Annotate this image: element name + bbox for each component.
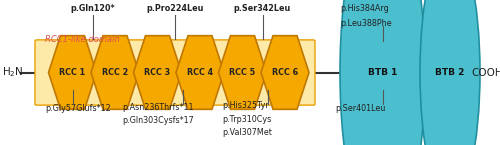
Polygon shape bbox=[48, 36, 96, 109]
Text: p.Gln303Cysfs*17: p.Gln303Cysfs*17 bbox=[122, 116, 194, 125]
FancyBboxPatch shape bbox=[35, 40, 315, 105]
Text: p.Trp310Cys: p.Trp310Cys bbox=[222, 115, 272, 124]
Text: p.Asn236Thrfs*11: p.Asn236Thrfs*11 bbox=[122, 103, 194, 112]
Text: p.Gly57Glufs*12: p.Gly57Glufs*12 bbox=[45, 104, 111, 113]
Text: RCC 2: RCC 2 bbox=[102, 68, 128, 77]
Text: p.His325Tyr: p.His325Tyr bbox=[222, 102, 269, 110]
Text: RCC 3: RCC 3 bbox=[144, 68, 171, 77]
Text: p.Ser342Leu: p.Ser342Leu bbox=[234, 4, 291, 13]
Text: RCC 5: RCC 5 bbox=[230, 68, 256, 77]
Text: p.Gln120*: p.Gln120* bbox=[70, 4, 115, 13]
Text: BTB 2: BTB 2 bbox=[436, 68, 464, 77]
Polygon shape bbox=[261, 36, 309, 109]
Polygon shape bbox=[218, 36, 266, 109]
Text: p.Val307Met: p.Val307Met bbox=[222, 128, 272, 137]
Polygon shape bbox=[91, 36, 139, 109]
Polygon shape bbox=[134, 36, 182, 109]
Ellipse shape bbox=[340, 0, 425, 145]
Text: p.Ser401Leu: p.Ser401Leu bbox=[335, 104, 386, 113]
Text: RCC1-like domain: RCC1-like domain bbox=[45, 35, 120, 44]
Text: COOH: COOH bbox=[472, 68, 500, 77]
Text: H$_2$N: H$_2$N bbox=[2, 66, 24, 79]
Text: RCC 4: RCC 4 bbox=[187, 68, 213, 77]
Polygon shape bbox=[176, 36, 224, 109]
Text: BTB 1: BTB 1 bbox=[368, 68, 397, 77]
Text: p.Pro224Leu: p.Pro224Leu bbox=[146, 4, 204, 13]
Text: p.His384Arg: p.His384Arg bbox=[340, 4, 389, 13]
Text: RCC 1: RCC 1 bbox=[60, 68, 86, 77]
Text: p.Leu388Phe: p.Leu388Phe bbox=[340, 19, 392, 28]
Ellipse shape bbox=[420, 0, 480, 145]
Text: RCC 6: RCC 6 bbox=[272, 68, 298, 77]
